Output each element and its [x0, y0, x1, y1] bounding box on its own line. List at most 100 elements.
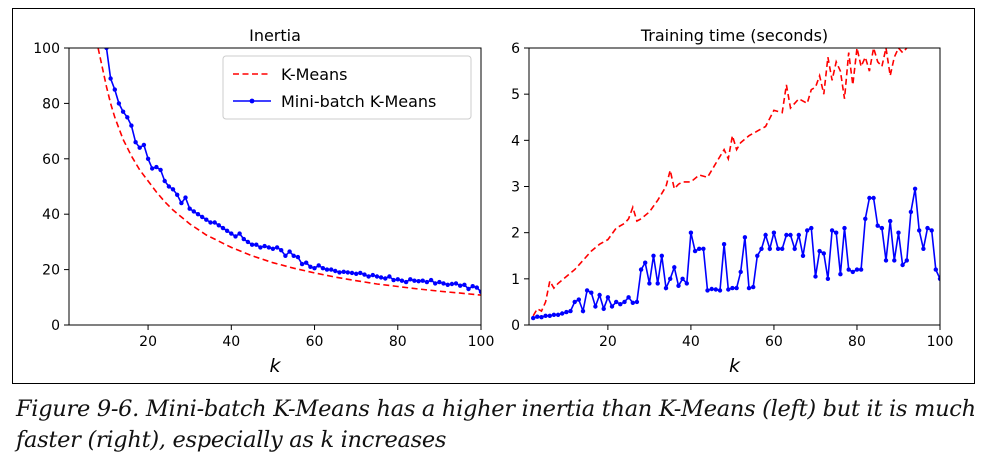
time-minibatch-point: [564, 309, 569, 315]
time-minibatch-point: [854, 267, 860, 272]
time-minibatch-point: [721, 242, 727, 247]
time-minibatch-point: [933, 267, 938, 272]
time-minibatch-point: [817, 248, 822, 254]
time-minibatch-point: [622, 299, 627, 305]
inertia-minibatch-point: [316, 263, 321, 268]
inertia-minibatch-point: [378, 275, 384, 280]
inertia-minibatch-point: [195, 212, 201, 217]
inertia-minibatch-point: [187, 206, 192, 211]
inertia-minibatch-point: [403, 279, 409, 285]
time-minibatch-point: [846, 267, 851, 272]
time-minibatch-point: [734, 285, 739, 291]
time-xtick-label: 100: [927, 334, 954, 350]
inertia-minibatch-point: [254, 242, 259, 247]
inertia-minibatch-point: [258, 245, 263, 250]
inertia-minibatch-point: [408, 277, 413, 282]
time-minibatch-point: [576, 297, 581, 302]
time-minibatch-point: [892, 258, 897, 263]
inertia-minibatch-point: [445, 282, 450, 287]
inertia-minibatch-point: [358, 270, 363, 276]
inertia-minibatch-point: [412, 278, 417, 283]
inertia-minibatch-point: [129, 123, 134, 128]
time-minibatch-point: [842, 225, 847, 231]
inertia-minibatch-point: [383, 276, 388, 281]
inertia-minibatch-point: [362, 272, 367, 277]
inertia-minibatch-point: [283, 253, 288, 258]
figure-caption: Figure 9-6. Mini-batch K-Means has a hig…: [16, 396, 976, 453]
inertia-ytick-label: 20: [42, 263, 60, 279]
time-minibatch-point: [763, 232, 768, 238]
time-minibatch-point: [726, 287, 731, 292]
time-minibatch-point: [796, 232, 801, 238]
inertia-minibatch-point: [349, 270, 355, 276]
time-xtick-label: 20: [599, 334, 617, 350]
inertia-minibatch-point: [220, 225, 226, 231]
inertia-minibatch-point: [108, 76, 113, 81]
time-xtick-label: 40: [682, 334, 700, 350]
time-title: Training time (seconds): [640, 26, 828, 45]
time-ytick-label: 3: [511, 180, 520, 196]
inertia-minibatch-point: [395, 277, 400, 282]
inertia-minibatch-point: [433, 281, 438, 286]
figure-frame: Inertia 20 40 60 80 100 0 20 40 60 80 100 k K-Means Mi…: [12, 8, 975, 384]
inertia-minibatch-point: [391, 277, 396, 283]
inertia-minibatch-point: [200, 214, 205, 220]
inertia-xtick-label: 40: [222, 334, 240, 350]
inertia-minibatch-point: [212, 220, 217, 225]
time-minibatch-point: [560, 311, 565, 316]
time-minibatch-point: [821, 251, 826, 256]
time-kmeans-line: [532, 48, 908, 317]
time-minibatch-point: [888, 218, 893, 224]
time-minibatch-point: [647, 281, 652, 286]
time-minibatch-point: [717, 288, 723, 293]
inertia-minibatch-point: [308, 264, 313, 269]
time-minibatch-point: [863, 216, 868, 221]
time-minibatch-point: [809, 225, 814, 231]
inertia-minibatch-point: [154, 164, 159, 170]
time-minibatch-point: [771, 230, 777, 235]
time-minibatch-point: [655, 281, 660, 286]
inertia-minibatch-point: [249, 242, 255, 247]
time-minibatch-point: [751, 284, 756, 290]
time-minibatch-point: [614, 299, 619, 305]
time-minibatch-point: [535, 314, 540, 319]
inertia-minibatch-point: [287, 249, 292, 254]
time-minibatch-point: [651, 253, 656, 258]
inertia-minibatch-point: [341, 269, 346, 274]
inertia-minibatch-point: [428, 277, 434, 283]
inertia-minibatch-point: [324, 267, 330, 272]
time-minibatch-point: [672, 265, 677, 270]
inertia-minibatch-point: [216, 223, 221, 228]
time-minibatch-point: [921, 246, 926, 251]
inertia-minibatch-point: [179, 200, 184, 206]
inertia-minibatch-point: [133, 140, 138, 145]
inertia-minibatch-point: [345, 270, 350, 275]
inertia-kmeans-line: [97, 48, 481, 296]
time-minibatch-point: [858, 267, 864, 272]
inertia-minibatch-point: [125, 115, 130, 120]
time-minibatch-point: [788, 232, 793, 238]
time-minibatch-point: [680, 276, 685, 281]
time-minibatch-point: [593, 304, 598, 309]
inertia-minibatch-point: [466, 286, 471, 292]
inertia-ytick-label: 100: [33, 41, 60, 57]
inertia-minibatch-point: [274, 245, 280, 250]
time-minibatch-point: [813, 274, 818, 279]
inertia-ytick-label: 80: [42, 96, 60, 112]
time-minibatch-point: [668, 276, 673, 281]
time-minibatch-point: [597, 292, 602, 298]
inertia-xtick-label: 60: [306, 334, 324, 350]
inertia-minibatch-point: [158, 167, 163, 173]
inertia-minibatch-point: [420, 278, 425, 283]
inertia-minibatch-point: [399, 278, 405, 283]
time-x-axis-label: k: [729, 355, 741, 377]
inertia-minibatch-point: [374, 274, 380, 279]
inertia-minibatch-point: [333, 268, 338, 274]
time-minibatch-point: [697, 246, 702, 251]
time-plot-area: [531, 48, 940, 321]
time-minibatch-point: [543, 313, 548, 318]
time-minibatch-point: [547, 313, 552, 318]
time-minibatch-point: [780, 246, 785, 251]
inertia-minibatch-point: [424, 279, 430, 285]
inertia-minibatch-point: [266, 245, 271, 250]
